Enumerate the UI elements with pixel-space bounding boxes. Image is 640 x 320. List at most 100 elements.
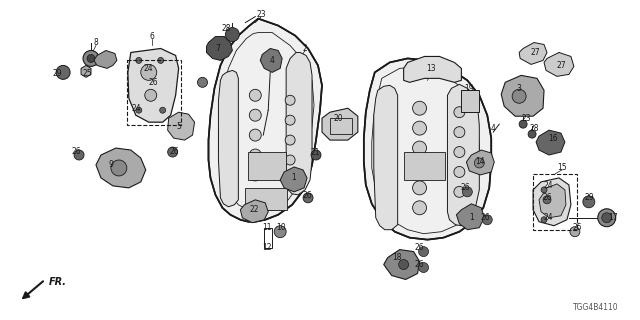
Text: 29: 29 xyxy=(52,69,62,78)
Text: 27: 27 xyxy=(531,48,540,57)
Text: 13: 13 xyxy=(427,64,436,73)
Text: 19: 19 xyxy=(465,84,474,93)
Circle shape xyxy=(602,213,612,223)
Bar xyxy=(127,60,180,125)
Text: 26: 26 xyxy=(415,243,424,252)
Circle shape xyxy=(583,196,595,208)
Circle shape xyxy=(462,187,472,197)
Polygon shape xyxy=(467,150,494,175)
Circle shape xyxy=(56,65,70,79)
Text: 8: 8 xyxy=(93,38,99,47)
Circle shape xyxy=(413,201,426,215)
Text: 26: 26 xyxy=(170,147,179,156)
Text: 4: 4 xyxy=(491,124,496,132)
Text: 26: 26 xyxy=(71,147,81,156)
Circle shape xyxy=(543,196,551,204)
Circle shape xyxy=(454,127,465,138)
Polygon shape xyxy=(81,65,91,77)
Text: FR.: FR. xyxy=(49,277,67,287)
Circle shape xyxy=(483,215,492,225)
Text: 24: 24 xyxy=(132,104,141,113)
Text: 7: 7 xyxy=(215,44,220,53)
Text: 29: 29 xyxy=(584,193,594,202)
Text: 25: 25 xyxy=(572,223,582,232)
Circle shape xyxy=(303,193,313,203)
Text: 14: 14 xyxy=(476,157,485,166)
Polygon shape xyxy=(456,204,484,230)
Text: 16: 16 xyxy=(548,133,558,143)
Text: 26: 26 xyxy=(461,183,470,192)
Polygon shape xyxy=(364,59,492,240)
Text: TGG4B4110: TGG4B4110 xyxy=(573,303,619,312)
Text: 6: 6 xyxy=(149,32,154,41)
Circle shape xyxy=(454,166,465,177)
Circle shape xyxy=(598,209,616,227)
Polygon shape xyxy=(447,84,479,226)
Text: 18: 18 xyxy=(392,253,401,262)
Text: 28: 28 xyxy=(529,124,539,132)
Circle shape xyxy=(141,64,157,80)
Circle shape xyxy=(399,260,408,269)
Text: 25: 25 xyxy=(82,69,92,78)
Text: 10: 10 xyxy=(276,223,286,232)
Circle shape xyxy=(454,107,465,118)
Bar xyxy=(461,90,479,112)
Text: 1: 1 xyxy=(469,213,474,222)
Text: 21: 21 xyxy=(310,148,320,156)
Circle shape xyxy=(160,107,166,113)
Polygon shape xyxy=(207,36,232,60)
Text: 26: 26 xyxy=(302,191,312,200)
Circle shape xyxy=(145,89,157,101)
Polygon shape xyxy=(168,112,195,140)
Circle shape xyxy=(413,161,426,175)
Text: 26: 26 xyxy=(415,260,424,269)
Text: 4: 4 xyxy=(270,56,275,65)
Text: 15: 15 xyxy=(557,164,567,172)
Text: 3: 3 xyxy=(516,84,522,93)
Circle shape xyxy=(168,147,178,157)
Circle shape xyxy=(311,150,321,160)
Circle shape xyxy=(198,77,207,87)
Circle shape xyxy=(419,262,429,273)
Text: 28: 28 xyxy=(221,24,231,33)
Polygon shape xyxy=(128,49,179,122)
Circle shape xyxy=(528,130,536,138)
Text: 1: 1 xyxy=(291,173,296,182)
Text: 24: 24 xyxy=(543,213,553,222)
Circle shape xyxy=(285,135,295,145)
Bar xyxy=(533,174,577,230)
Text: 20: 20 xyxy=(333,114,343,123)
Text: 17: 17 xyxy=(608,213,618,222)
Circle shape xyxy=(136,107,142,113)
Polygon shape xyxy=(260,49,282,72)
Circle shape xyxy=(541,187,547,193)
Circle shape xyxy=(136,58,142,63)
Text: 24: 24 xyxy=(543,181,553,190)
Circle shape xyxy=(413,101,426,115)
Text: 5: 5 xyxy=(176,122,181,131)
Bar xyxy=(404,152,445,180)
Bar xyxy=(245,188,287,210)
Polygon shape xyxy=(544,52,574,76)
Circle shape xyxy=(250,109,261,121)
Circle shape xyxy=(250,129,261,141)
Circle shape xyxy=(570,227,580,237)
Circle shape xyxy=(413,141,426,155)
Text: 12: 12 xyxy=(262,243,272,252)
Bar xyxy=(248,152,286,180)
Polygon shape xyxy=(322,108,358,140)
Polygon shape xyxy=(404,56,461,82)
Polygon shape xyxy=(384,250,420,279)
Circle shape xyxy=(285,115,295,125)
Circle shape xyxy=(111,160,127,176)
Circle shape xyxy=(454,186,465,197)
Text: 26: 26 xyxy=(149,78,159,87)
Text: 26: 26 xyxy=(542,193,552,202)
Circle shape xyxy=(87,54,95,62)
Circle shape xyxy=(250,149,261,161)
Bar xyxy=(264,228,272,248)
Polygon shape xyxy=(519,43,547,64)
Circle shape xyxy=(541,217,547,223)
Circle shape xyxy=(413,121,426,135)
Polygon shape xyxy=(374,85,397,230)
